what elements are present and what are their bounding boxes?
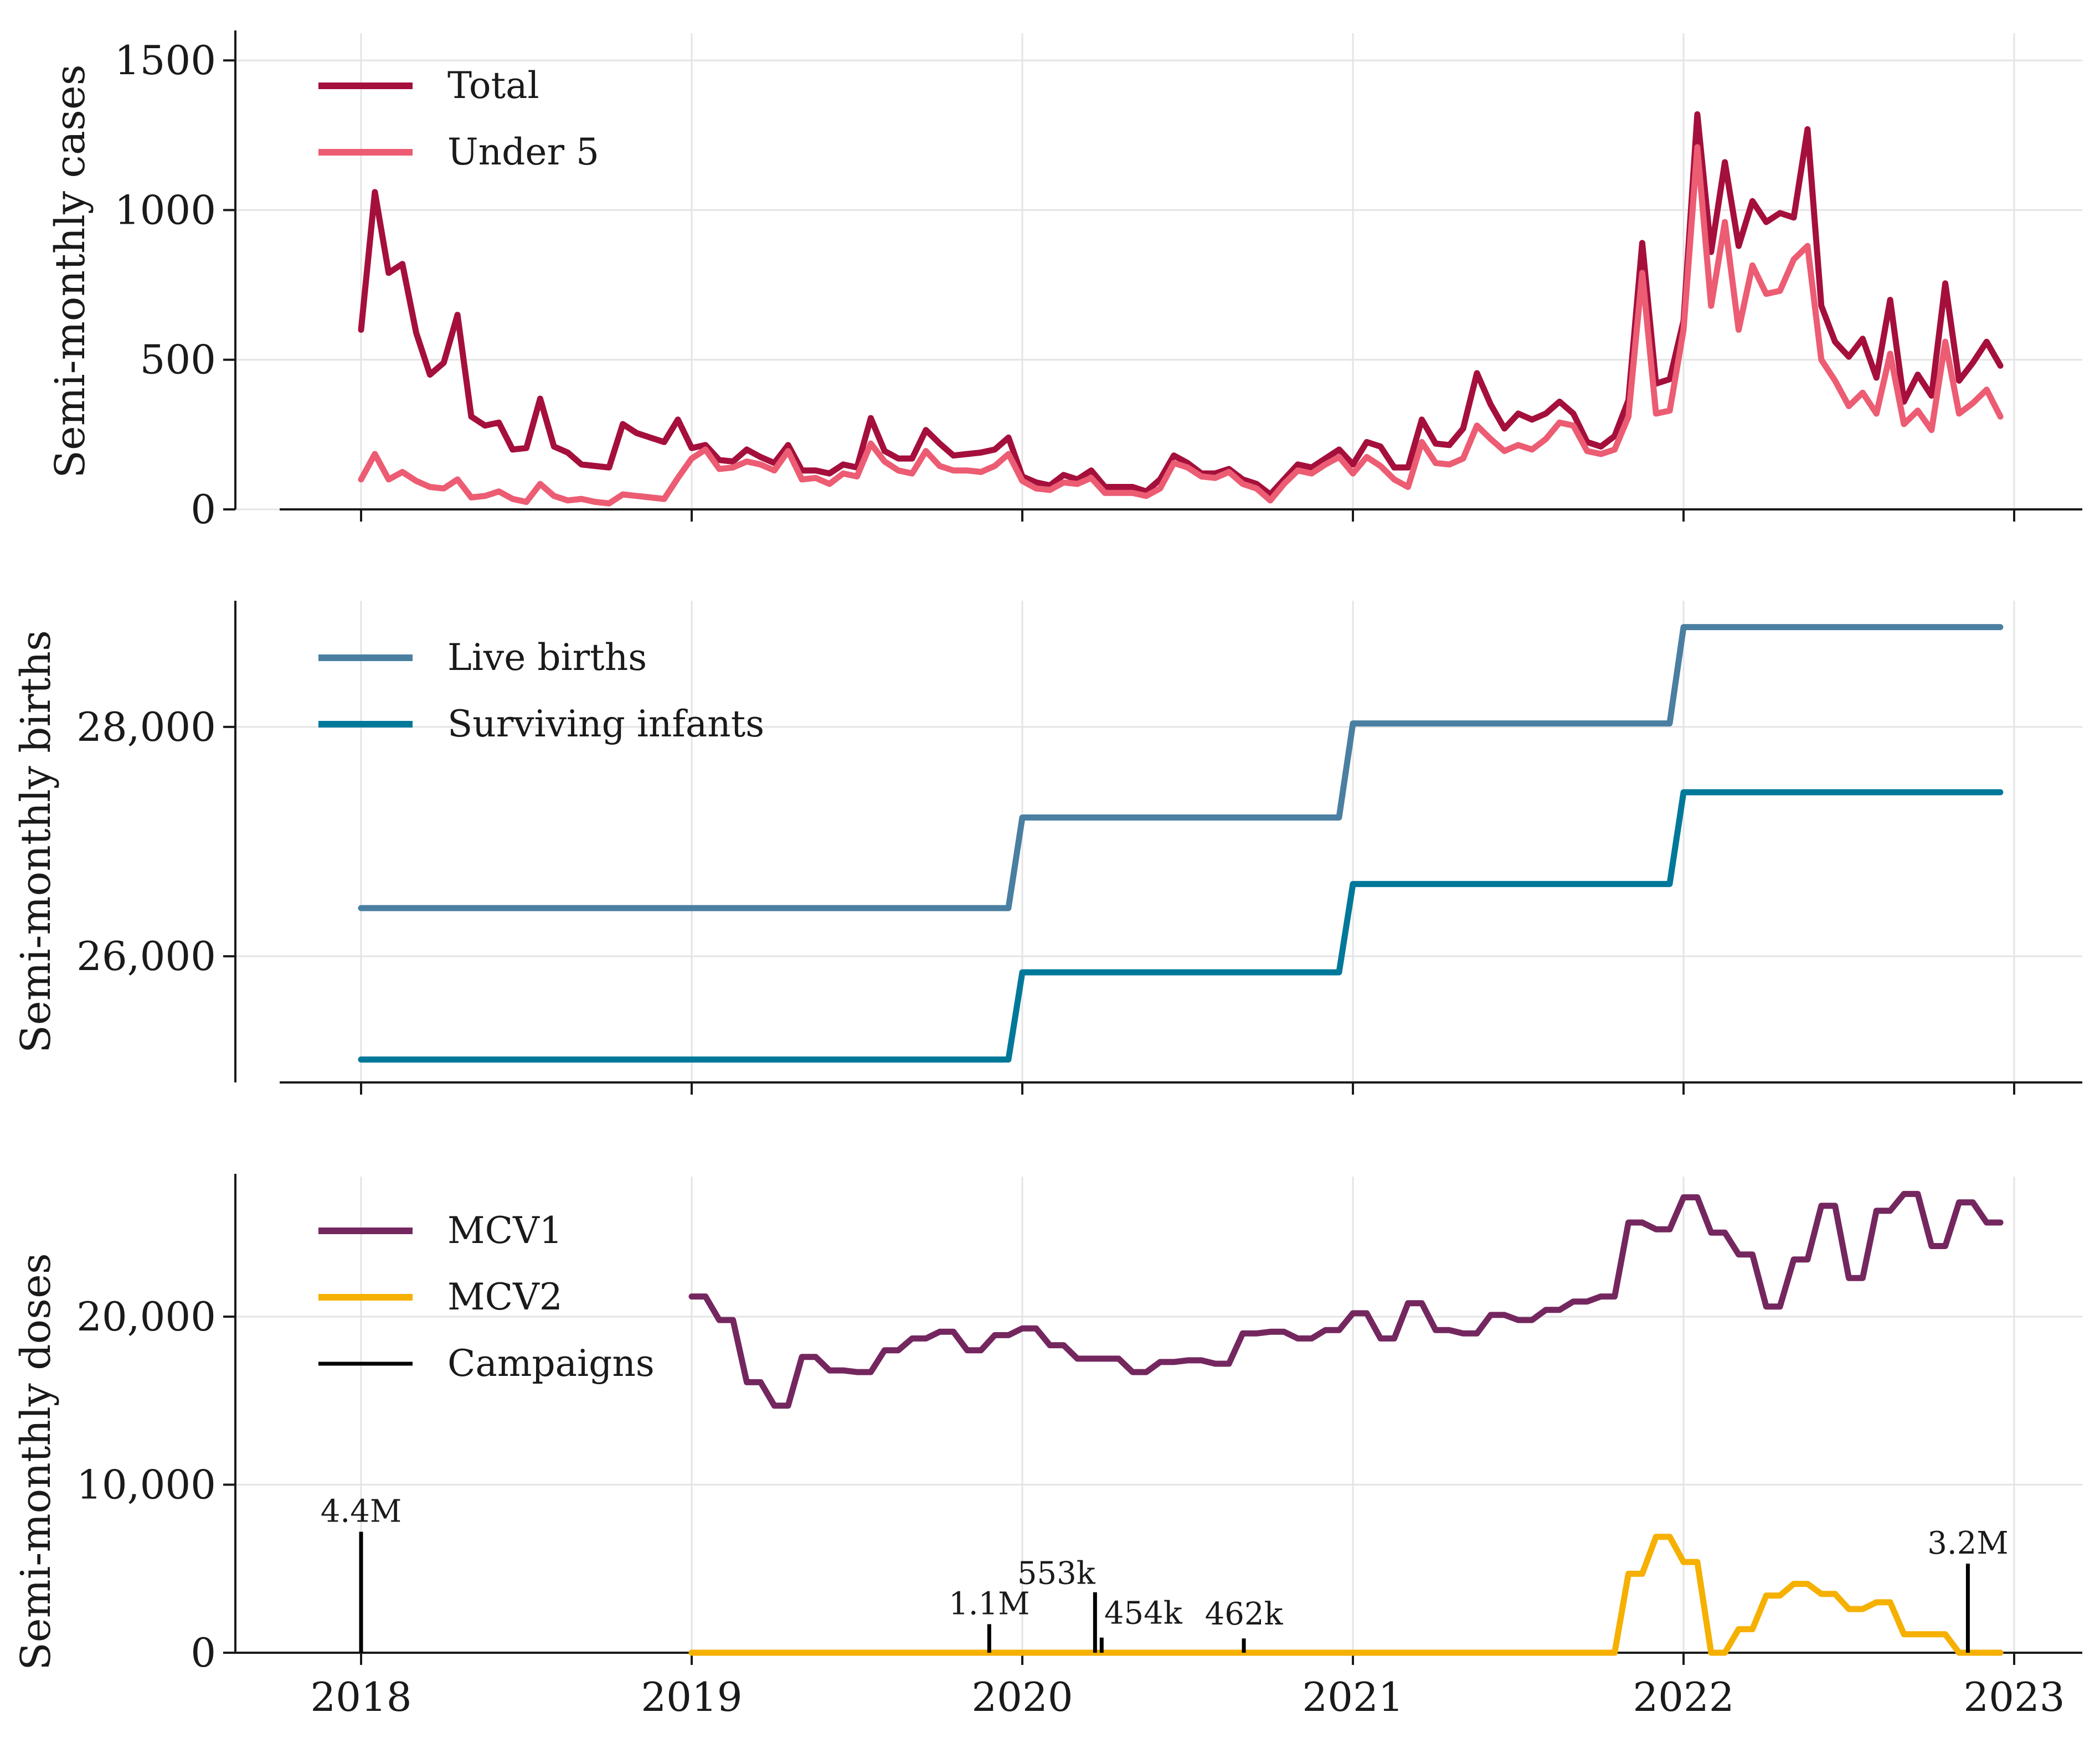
legend-label-live-births: Live births (447, 636, 647, 679)
x-tick-label: 2020 (971, 1674, 1073, 1720)
births-series (358, 624, 2004, 1063)
doses-legend: MCV1 MCV2 Campaigns (318, 1209, 655, 1385)
series-line-mcv2 (688, 1534, 2004, 1656)
cases-ticks: 0 500 1000 1500 (115, 37, 2015, 533)
cases-y-tick-label: 1500 (115, 37, 216, 84)
births-y-tick-label: 26,000 (76, 933, 216, 979)
births-y-axis-label: Semi-monthly births (12, 630, 60, 1053)
cases-y-axis-label: Semi-monthly cases (47, 64, 94, 478)
doses-y-tick-label: 20,000 (76, 1293, 216, 1340)
doses-y-axis-label: Semi-monthly doses (12, 1253, 60, 1670)
series-line-under-5 (358, 144, 2004, 507)
x-tick-label: 2018 (310, 1674, 411, 1720)
doses-ticks: 2018 2019 2020 2021 2022 2023 0 10,000 20,000 (76, 1293, 2065, 1720)
cases-y-tick-label: 500 (140, 337, 216, 383)
x-tick-label: 2023 (1963, 1674, 2065, 1720)
legend-label-mcv1: MCV1 (447, 1209, 563, 1252)
campaign-label: 454k (1104, 1596, 1183, 1632)
cases-series (358, 111, 2004, 507)
doses-series (688, 1190, 2004, 1656)
x-tick-label: 2019 (641, 1674, 742, 1720)
legend-label-mcv2: MCV2 (447, 1276, 563, 1318)
x-tick-label: 2022 (1633, 1674, 1734, 1720)
births-legend: Live births Surviving infants (318, 636, 764, 745)
births-panel: 26,000 28,000 Semi-monthly births Live bi… (12, 601, 2082, 1095)
legend-label-under-5: Under 5 (447, 131, 599, 173)
doses-panel: 2018 2019 2020 2021 2022 2023 0 10,000 20,000 Se… (12, 1174, 2082, 1720)
series-line-mcv1 (688, 1190, 2004, 1409)
legend-label-campaigns: Campaigns (447, 1342, 655, 1385)
legend-label-surviving-infants: Surviving infants (447, 703, 764, 745)
campaign-label: 462k (1205, 1596, 1284, 1632)
x-tick-label: 2021 (1302, 1674, 1403, 1720)
campaign-label: 3.2M (1927, 1525, 2008, 1561)
series-line-total (358, 111, 2004, 498)
cases-legend: Total Under 5 (318, 64, 599, 173)
doses-y-tick-label: 0 (191, 1629, 216, 1676)
cases-y-tick-label: 1000 (115, 187, 216, 233)
cases-y-tick-label: 0 (191, 486, 216, 533)
campaign-label: 553k (1017, 1556, 1096, 1592)
series-line-live-births (358, 624, 2004, 911)
cases-panel: 0 500 1000 1500 Semi-monthly cases Total Un… (47, 30, 2082, 533)
series-line-surviving-infants (358, 789, 2004, 1063)
campaign-label: 1.1M (949, 1586, 1030, 1622)
doses-y-tick-label: 10,000 (76, 1461, 216, 1508)
births-y-tick-label: 28,000 (76, 704, 216, 750)
births-gridlines (235, 601, 2082, 1082)
legend-label-total: Total (447, 64, 539, 107)
campaign-label: 4.4M (321, 1493, 402, 1529)
births-ticks: 26,000 28,000 (76, 704, 2015, 1095)
